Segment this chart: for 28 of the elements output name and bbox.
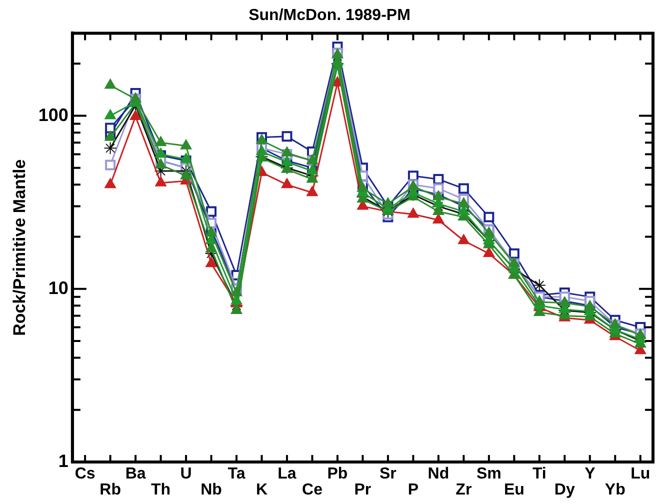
x-tick-label: Nb bbox=[200, 481, 222, 498]
x-tick-label: K bbox=[256, 481, 268, 498]
y-axis-title: Rock/Primitive Mantle bbox=[10, 159, 29, 336]
x-tick-label: Pb bbox=[327, 465, 348, 482]
x-tick-label: Eu bbox=[504, 481, 524, 498]
x-tick-label: Ce bbox=[302, 481, 323, 498]
x-tick-label: Nd bbox=[428, 465, 450, 482]
x-tick-label: Sr bbox=[380, 465, 396, 482]
x-tick-label: La bbox=[278, 465, 296, 482]
x-tick-label: Lu bbox=[630, 465, 650, 482]
x-tick-label: Zr bbox=[456, 481, 472, 498]
y-tick-label: 100 bbox=[38, 104, 68, 125]
x-tick-label: P bbox=[408, 481, 419, 498]
y-tick-label: 10 bbox=[48, 278, 68, 298]
x-tick-label: Cs bbox=[74, 465, 96, 482]
y-tick-label: 1 bbox=[58, 450, 68, 471]
x-tick-label: Rb bbox=[100, 481, 122, 498]
x-tick-label: Pr bbox=[354, 481, 372, 498]
x-tick-label: Ta bbox=[228, 465, 246, 482]
x-tick-label: Th bbox=[151, 481, 171, 498]
x-tick-label: Ti bbox=[532, 465, 546, 482]
chart-title: Sun/McDon. 1989-PM bbox=[248, 7, 410, 24]
x-tick-label: Yb bbox=[604, 481, 626, 498]
x-tick-label: Ba bbox=[125, 465, 146, 482]
x-tick-label: Y bbox=[584, 465, 596, 482]
x-tick-label: U bbox=[180, 465, 192, 482]
x-tick-label: Dy bbox=[554, 481, 575, 498]
x-tick-label: Sm bbox=[476, 465, 502, 482]
